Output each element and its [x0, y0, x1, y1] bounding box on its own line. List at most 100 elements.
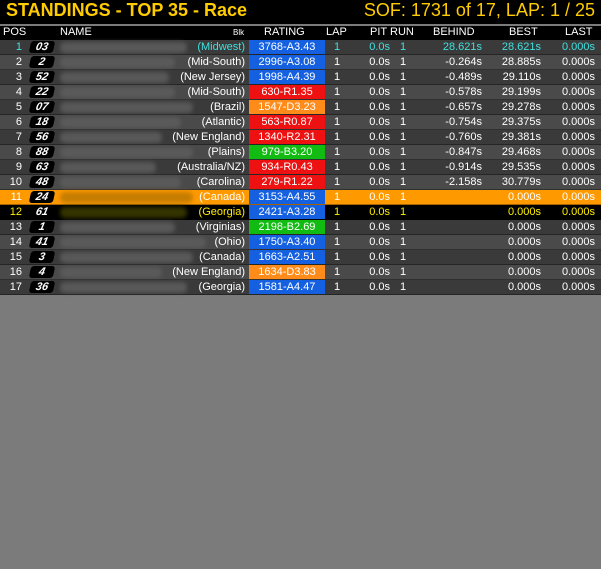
lap-count: 1	[333, 236, 341, 248]
table-row[interactable]: 8 88 (Plains) 979-B3.20 1 0.0s 1 -0.847s 29.468s…	[0, 145, 601, 160]
behind-gap: -0.264s	[445, 56, 482, 68]
rating-badge: 1998-A4.39	[249, 70, 325, 84]
table-row[interactable]: 17 36 (Georgia) 1581-A4.47 1 0.0s 1 0.000s 0.000…	[0, 280, 601, 295]
driver-region: (New England)	[172, 266, 245, 278]
best-lap-time: 0.000s	[507, 251, 541, 263]
last-lap-time: 0.000s	[561, 206, 595, 218]
last-lap-time: 0.000s	[561, 146, 595, 158]
run-count: 1	[399, 101, 407, 113]
pit-time: 0.0s	[369, 251, 390, 263]
behind-gap: -0.914s	[445, 161, 482, 173]
lap-count: 1	[333, 221, 341, 233]
table-row[interactable]: 13 1 (Virginias) 2198-B2.69 1 0.0s 1 0.000s 0.00…	[0, 220, 601, 235]
col-pit: PIT	[370, 26, 388, 38]
sof-lap-info: SOF: 1731 of 17, LAP: 1 / 25	[363, 0, 595, 20]
best-lap-time: 29.278s	[501, 101, 541, 113]
col-behind: BEHIND	[433, 26, 475, 38]
car-number-badge: 3	[28, 251, 56, 263]
behind-gap	[420, 206, 482, 220]
col-run: RUN	[390, 26, 414, 38]
column-header-row: POS NAME Blk RATING LAP PIT RUN BEHIND B…	[0, 26, 601, 40]
position-number: 7	[15, 131, 22, 143]
driver-region: (New England)	[172, 131, 245, 143]
rating-badge: 563-R0.87	[249, 115, 325, 129]
lap-count: 1	[333, 71, 341, 83]
position-number: 15	[9, 251, 22, 263]
pit-time: 0.0s	[369, 221, 390, 233]
standings-header: STANDINGS - TOP 35 - Race SOF: 1731 of 1…	[0, 0, 601, 24]
pit-time: 0.0s	[369, 161, 390, 173]
table-row[interactable]: 9 63 (Australia/NZ) 934-R0.43 1 0.0s 1 -0.914s 2…	[0, 160, 601, 175]
lap-count: 1	[333, 116, 341, 128]
driver-region: (Midwest)	[197, 41, 245, 53]
table-row[interactable]: 14 41 (Ohio) 1750-A3.40 1 0.0s 1 0.000s 0.000s	[0, 235, 601, 250]
position-number: 8	[15, 146, 22, 158]
best-lap-time: 0.000s	[507, 236, 541, 248]
run-count: 1	[399, 281, 407, 293]
behind-gap	[420, 191, 482, 205]
behind-gap	[420, 221, 482, 235]
last-lap-time: 0.000s	[561, 266, 595, 278]
rating-badge: 3153-A4.55	[249, 190, 325, 204]
best-lap-time: 0.000s	[507, 281, 541, 293]
table-row[interactable]: 12 61 (Georgia) 2421-A3.28 1 0.0s 1 0.000s 0.000…	[0, 205, 601, 220]
row-divider	[0, 204, 601, 205]
redacted-driver-name	[60, 147, 194, 158]
redacted-driver-name	[60, 132, 163, 143]
behind-gap	[420, 236, 482, 250]
table-row[interactable]: 4 22 (Mid-South) 630-R1.35 1 0.0s 1 -0.578s 29.1…	[0, 85, 601, 100]
col-name: NAME	[60, 26, 92, 38]
table-row[interactable]: 1 03 (Midwest) 3768-A3.43 1 0.0s 1 28.621s 28.62…	[0, 40, 601, 55]
driver-region: (Mid-South)	[187, 56, 245, 68]
driver-region: (Brazil)	[210, 101, 245, 113]
behind-gap	[420, 281, 482, 295]
driver-region: (New Jersey)	[180, 71, 245, 83]
best-lap-time: 28.621s	[501, 41, 541, 53]
last-lap-time: 0.000s	[561, 251, 595, 263]
best-lap-time: 0.000s	[507, 206, 541, 218]
table-row[interactable]: 6 18 (Atlantic) 563-R0.87 1 0.0s 1 -0.754s 29.37…	[0, 115, 601, 130]
table-row[interactable]: 10 48 (Carolina) 279-R1.22 1 0.0s 1 -2.158s 30.7…	[0, 175, 601, 190]
pit-time: 0.0s	[369, 206, 390, 218]
lap-count: 1	[333, 86, 341, 98]
table-row[interactable]: 3 52 (New Jersey) 1998-A4.39 1 0.0s 1 -0.489s 29…	[0, 70, 601, 85]
lap-count: 1	[333, 176, 341, 188]
table-row[interactable]: 2 2 (Mid-South) 2996-A3.08 1 0.0s 1 -0.264s 28.8…	[0, 55, 601, 70]
table-row[interactable]: 11 24 (Canada) 3153-A4.55 1 0.0s 1 0.000s 0.000s	[0, 190, 601, 205]
row-divider	[0, 219, 601, 220]
best-lap-time: 29.375s	[501, 116, 541, 128]
position-number: 1	[15, 41, 22, 53]
col-blk: Blk	[233, 28, 245, 37]
pit-time: 0.0s	[369, 266, 390, 278]
redacted-driver-name	[60, 177, 181, 188]
position-number: 11	[10, 191, 22, 203]
table-row[interactable]: 5 07 (Brazil) 1547-D3.23 1 0.0s 1 -0.657s 29.278…	[0, 100, 601, 115]
col-pos: POS	[3, 26, 27, 38]
position-number: 13	[9, 221, 22, 233]
lap-count: 1	[333, 206, 341, 218]
position-number: 6	[15, 116, 22, 128]
behind-gap: -0.578s	[445, 86, 482, 98]
redacted-driver-name	[60, 222, 175, 233]
row-divider	[0, 174, 601, 175]
run-count: 1	[399, 221, 407, 233]
car-number-badge: 52	[28, 71, 56, 83]
redacted-driver-name	[60, 267, 163, 278]
standings-table: 1 03 (Midwest) 3768-A3.43 1 0.0s 1 28.621s 28.62…	[0, 40, 601, 295]
car-number-badge: 03	[28, 41, 56, 53]
last-lap-time: 0.000s	[561, 236, 595, 248]
behind-gap	[420, 266, 482, 280]
table-row[interactable]: 15 3 (Canada) 1663-A2.51 1 0.0s 1 0.000s 0.000s	[0, 250, 601, 265]
table-row[interactable]: 16 4 (New England) 1634-D3.83 1 0.0s 1 0.000s 0.…	[0, 265, 601, 280]
best-lap-time: 0.000s	[507, 221, 541, 233]
driver-region: (Atlantic)	[201, 116, 245, 128]
car-number-badge: 63	[28, 161, 56, 173]
driver-region: (Mid-South)	[187, 86, 245, 98]
redacted-driver-name	[60, 57, 175, 68]
last-lap-time: 0.000s	[561, 221, 595, 233]
run-count: 1	[399, 176, 407, 188]
pit-time: 0.0s	[369, 146, 390, 158]
row-divider	[0, 99, 601, 100]
pit-time: 0.0s	[369, 116, 390, 128]
table-row[interactable]: 7 56 (New England) 1340-R2.31 1 0.0s 1 -0.760s 2…	[0, 130, 601, 145]
